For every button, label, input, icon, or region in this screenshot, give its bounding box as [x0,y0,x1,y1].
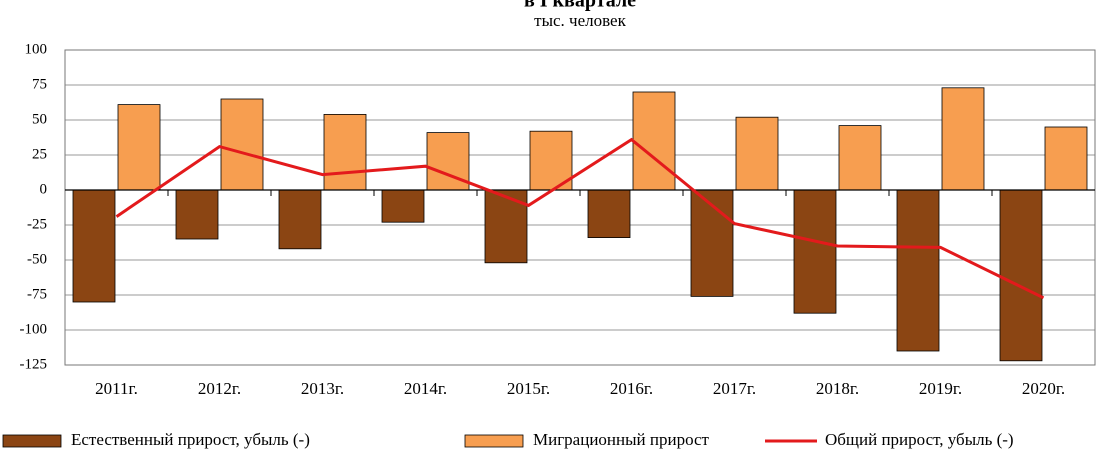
bar [117,104,161,191]
bar [1044,126,1088,191]
legend-label: Миграционный прирост [533,430,710,449]
bar [735,116,779,191]
legend-label: Общий прирост, убыль (-) [825,430,1014,449]
x-tick-label: 2011г. [95,379,138,398]
x-tick-label: 2019г. [919,379,962,398]
y-tick-label: 25 [32,146,47,162]
y-tick-label: -100 [20,321,48,337]
x-tick-label: 2016г. [610,379,653,398]
legend-swatch [464,434,524,448]
bar [175,189,219,240]
x-tick-label: 2017г. [713,379,756,398]
y-tick-label: -50 [27,251,47,267]
x-tick-label: 2013г. [301,379,344,398]
bar [941,87,985,191]
y-tick-label: 0 [40,181,48,197]
bar [220,98,264,191]
bar [632,91,676,191]
chart-title: в I квартале [524,0,636,12]
plot-border [64,49,1096,366]
bar [838,125,882,191]
x-tick-label: 2015г. [507,379,550,398]
bar [72,189,116,303]
x-tick-label: 2012г. [198,379,241,398]
bar [278,189,322,250]
bar [587,189,631,238]
x-tick-label: 2018г. [816,379,859,398]
x-tick-label: 2020г. [1022,379,1065,398]
y-tick-label: -75 [27,286,47,302]
y-tick-label: -25 [27,216,47,232]
bar [793,189,837,314]
chart-subtitle: тыс. человек [534,11,626,30]
y-tick-label: 50 [32,111,47,127]
y-tick-label: 100 [25,41,48,57]
y-tick-label: -125 [20,356,48,372]
bar [690,189,734,297]
legend-swatch [2,434,62,448]
bar [896,189,940,352]
x-tick-label: 2014г. [404,379,447,398]
line [115,137,1045,300]
bar [999,189,1043,362]
legend-label: Естественный прирост, убыль (-) [71,430,310,449]
bar [529,130,573,191]
bar [323,114,367,191]
bar [381,189,425,223]
y-tick-label: 75 [32,76,47,92]
